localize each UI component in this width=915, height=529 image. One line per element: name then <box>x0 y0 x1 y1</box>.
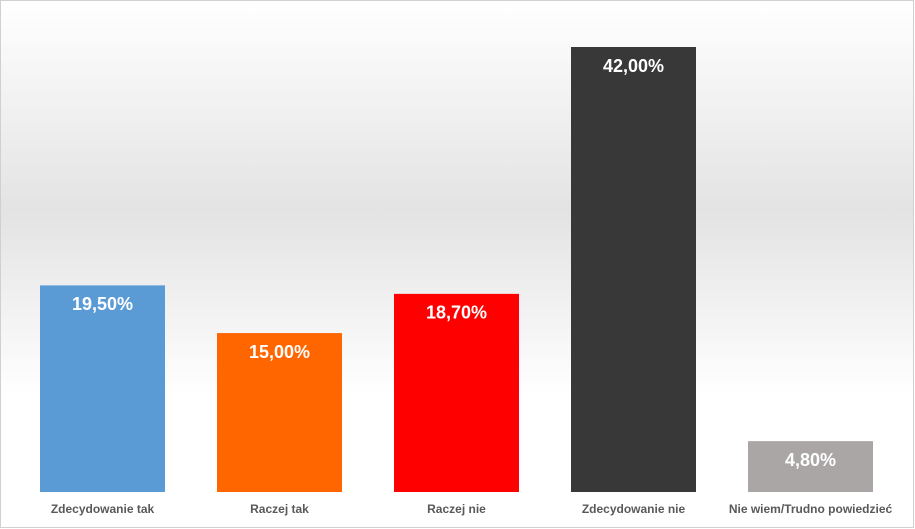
bar <box>571 47 696 492</box>
value-label: 18,70% <box>426 303 487 323</box>
x-tick-label: Raczej nie <box>427 502 486 516</box>
x-tick-label: Zdecydowanie nie <box>582 502 686 516</box>
x-tick-label: Raczej tak <box>250 502 309 516</box>
x-tick-label: Zdecydowanie tak <box>51 502 155 516</box>
bar <box>748 441 873 492</box>
value-label: 4,80% <box>785 450 836 470</box>
value-label: 42,00% <box>603 56 664 76</box>
x-tick-label: Nie wiem/Trudno powiedzieć <box>729 502 893 516</box>
bar <box>40 285 165 492</box>
bar <box>394 293 519 492</box>
value-label: 19,50% <box>72 294 133 314</box>
value-label: 15,00% <box>249 342 310 362</box>
bar <box>217 333 342 492</box>
